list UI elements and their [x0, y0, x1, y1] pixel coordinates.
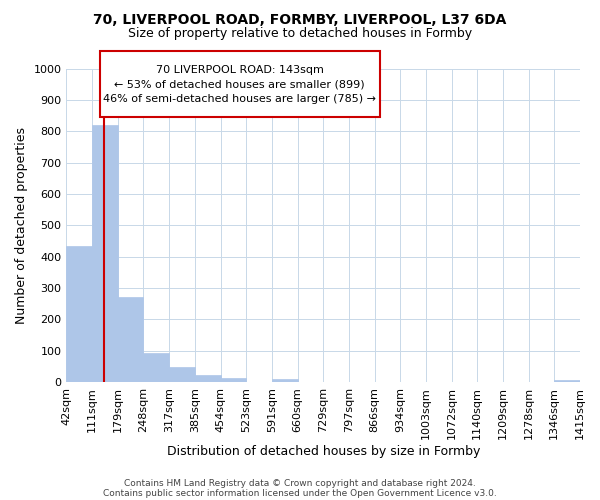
Text: Contains HM Land Registry data © Crown copyright and database right 2024.: Contains HM Land Registry data © Crown c…: [124, 480, 476, 488]
Text: 70, LIVERPOOL ROAD, FORMBY, LIVERPOOL, L37 6DA: 70, LIVERPOOL ROAD, FORMBY, LIVERPOOL, L…: [94, 12, 506, 26]
Text: 70 LIVERPOOL ROAD: 143sqm
← 53% of detached houses are smaller (899)
46% of semi: 70 LIVERPOOL ROAD: 143sqm ← 53% of detac…: [103, 64, 376, 104]
Bar: [195, 375, 221, 382]
Bar: [221, 378, 247, 382]
Bar: [143, 353, 169, 382]
Bar: [554, 380, 580, 382]
Bar: [118, 298, 143, 382]
Y-axis label: Number of detached properties: Number of detached properties: [15, 127, 28, 324]
Text: Contains public sector information licensed under the Open Government Licence v3: Contains public sector information licen…: [103, 490, 497, 498]
Text: Size of property relative to detached houses in Formby: Size of property relative to detached ho…: [128, 28, 472, 40]
Bar: [92, 125, 118, 382]
Bar: [67, 246, 92, 382]
Bar: [169, 367, 195, 382]
FancyBboxPatch shape: [100, 52, 380, 117]
X-axis label: Distribution of detached houses by size in Formby: Distribution of detached houses by size …: [167, 444, 480, 458]
Bar: [272, 380, 298, 382]
